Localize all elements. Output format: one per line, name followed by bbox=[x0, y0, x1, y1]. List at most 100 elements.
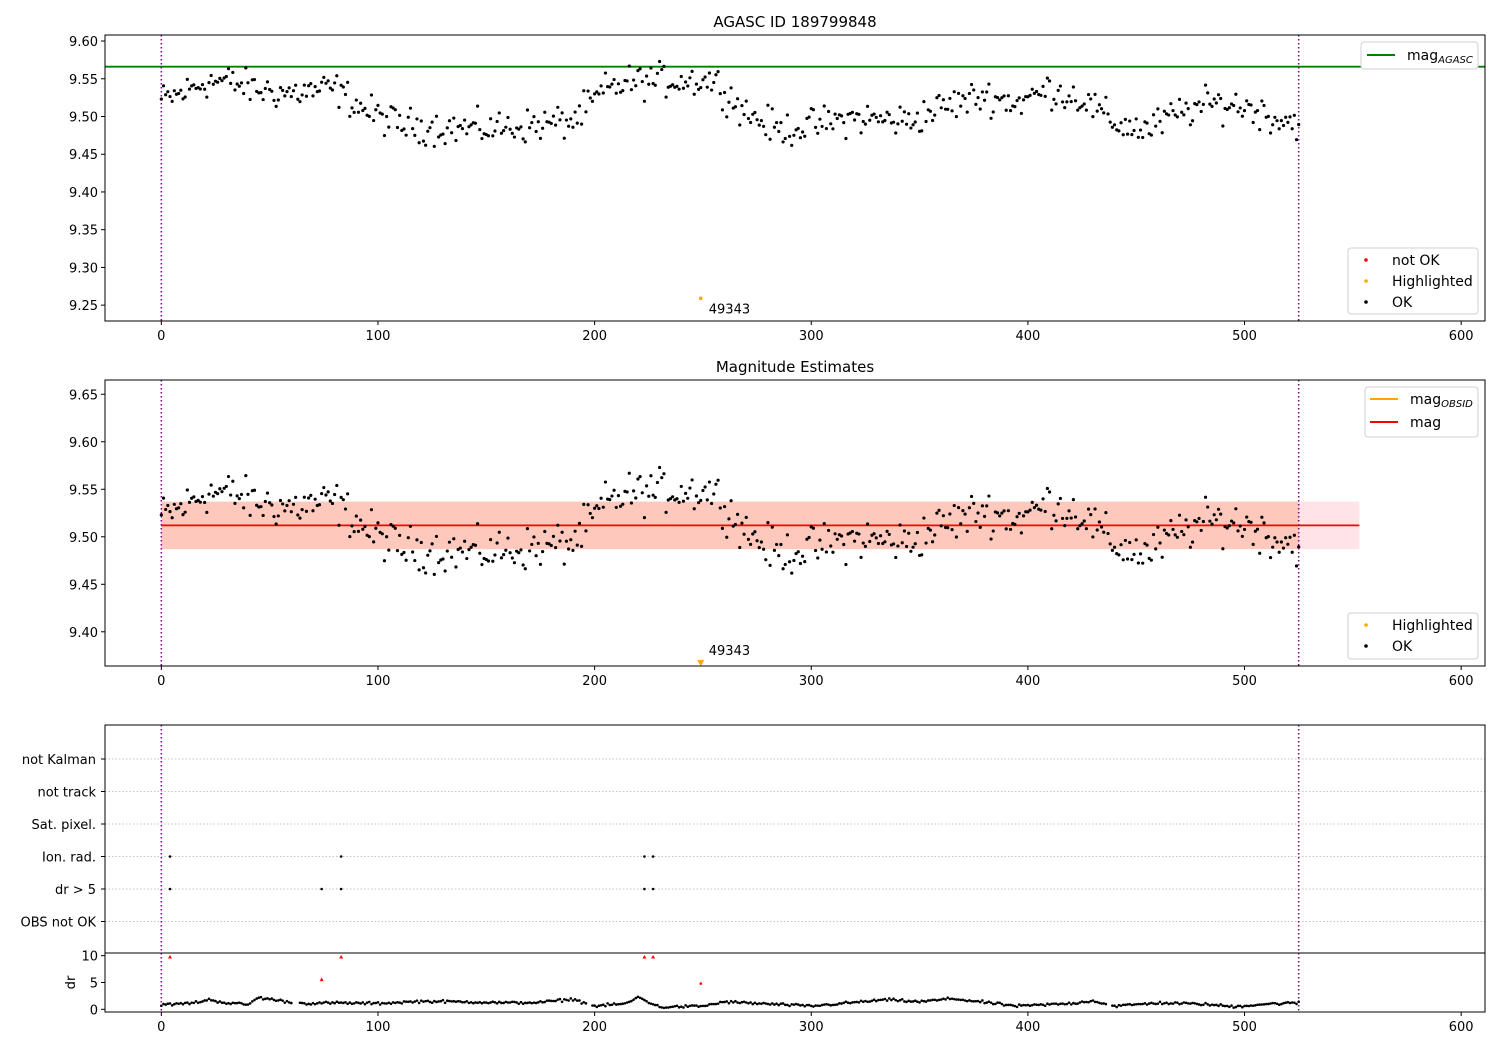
ok-point bbox=[1045, 76, 1049, 80]
ok-point bbox=[525, 108, 530, 112]
ok-point bbox=[1121, 133, 1125, 137]
dr-point bbox=[1007, 1003, 1010, 1007]
ok-point bbox=[313, 497, 317, 501]
ok-point bbox=[207, 81, 211, 85]
dr-point bbox=[543, 1000, 547, 1004]
ok-point bbox=[872, 532, 876, 536]
dr-point bbox=[1078, 1001, 1082, 1004]
ok-point bbox=[1102, 530, 1106, 534]
ok-point bbox=[1125, 557, 1130, 561]
ok-point bbox=[1056, 88, 1060, 92]
ok-point bbox=[283, 509, 287, 513]
axes-frame bbox=[104, 379, 1486, 667]
dr-point bbox=[300, 1001, 304, 1005]
ok-point bbox=[1169, 519, 1173, 523]
ok-point bbox=[1117, 553, 1121, 557]
dr-point bbox=[339, 1001, 343, 1004]
dr-point bbox=[166, 1002, 170, 1006]
ok-point bbox=[1195, 102, 1199, 107]
ok-point bbox=[1167, 113, 1171, 117]
ok-point bbox=[829, 122, 833, 126]
ok-point bbox=[807, 115, 811, 119]
ok-point bbox=[183, 510, 187, 514]
dr-point bbox=[212, 999, 215, 1002]
dr-point bbox=[357, 1001, 360, 1005]
dr-point bbox=[755, 1002, 759, 1006]
ok-point bbox=[580, 122, 584, 126]
dr-point bbox=[989, 1001, 993, 1004]
ok-point bbox=[177, 506, 181, 510]
ok-point bbox=[387, 548, 391, 552]
dr-point bbox=[1169, 1002, 1173, 1005]
legend-box bbox=[1347, 612, 1479, 660]
ok-point bbox=[764, 133, 768, 137]
ok-point bbox=[532, 535, 536, 539]
ok-point bbox=[417, 141, 421, 145]
ok-point bbox=[385, 535, 389, 539]
ok-point bbox=[1119, 121, 1123, 125]
dr-point bbox=[931, 998, 934, 1002]
ok-point bbox=[541, 126, 545, 130]
y-tick-label: 9.30 bbox=[69, 261, 98, 276]
ok-point bbox=[878, 534, 883, 538]
ok-point bbox=[1227, 106, 1231, 110]
ok-point bbox=[523, 567, 527, 571]
ok-point bbox=[616, 493, 621, 498]
ok-point bbox=[1071, 498, 1075, 502]
ok-point bbox=[1032, 506, 1036, 510]
ok-point bbox=[588, 96, 592, 100]
ok-point bbox=[1277, 127, 1281, 131]
ok-point bbox=[220, 490, 224, 494]
ok-point bbox=[415, 117, 419, 121]
ok-point bbox=[1266, 114, 1270, 118]
ok-point bbox=[705, 498, 709, 502]
ok-point bbox=[640, 491, 644, 495]
ok-point bbox=[1279, 540, 1283, 544]
ok-point bbox=[304, 94, 309, 98]
ok-point bbox=[341, 85, 345, 89]
ok-point bbox=[226, 474, 231, 479]
ok-point bbox=[1106, 531, 1110, 536]
ok-point bbox=[803, 134, 807, 138]
ok-point bbox=[185, 77, 189, 81]
ok-point bbox=[1067, 94, 1071, 98]
ok-point bbox=[159, 97, 163, 101]
dr-point bbox=[1158, 1000, 1162, 1004]
dr-point bbox=[991, 1002, 995, 1006]
ok-point bbox=[534, 129, 538, 134]
ok-point bbox=[168, 510, 172, 514]
dr-point bbox=[1254, 1004, 1257, 1007]
flag-category-label: not track bbox=[37, 786, 96, 801]
dr-point bbox=[651, 1002, 655, 1006]
ok-point bbox=[192, 495, 196, 499]
ok-point bbox=[1160, 131, 1164, 135]
ok-point bbox=[774, 542, 779, 547]
ok-point bbox=[601, 505, 605, 509]
dr-point bbox=[359, 1002, 362, 1005]
ok-point bbox=[359, 518, 363, 522]
ok-point bbox=[1052, 97, 1056, 101]
ok-point bbox=[582, 502, 586, 506]
ok-point bbox=[898, 105, 902, 109]
ok-point bbox=[924, 119, 928, 124]
ok-point bbox=[209, 73, 213, 78]
ok-point bbox=[716, 69, 720, 74]
ok-point bbox=[1171, 109, 1175, 113]
dr-point bbox=[801, 1003, 804, 1007]
dr-point bbox=[892, 997, 895, 1000]
dr-point bbox=[225, 1002, 228, 1006]
ok-point bbox=[939, 524, 943, 528]
dr-point bbox=[887, 997, 891, 1000]
ok-point bbox=[902, 110, 907, 114]
ok-point bbox=[387, 125, 391, 129]
ok-point bbox=[1043, 94, 1047, 99]
legend-marker bbox=[1364, 258, 1368, 262]
ok-point bbox=[1034, 89, 1039, 94]
ok-point bbox=[935, 96, 939, 100]
ok-point bbox=[766, 521, 770, 525]
dr-point bbox=[515, 1001, 518, 1004]
dr-point bbox=[790, 1002, 794, 1006]
ok-point bbox=[220, 79, 224, 83]
